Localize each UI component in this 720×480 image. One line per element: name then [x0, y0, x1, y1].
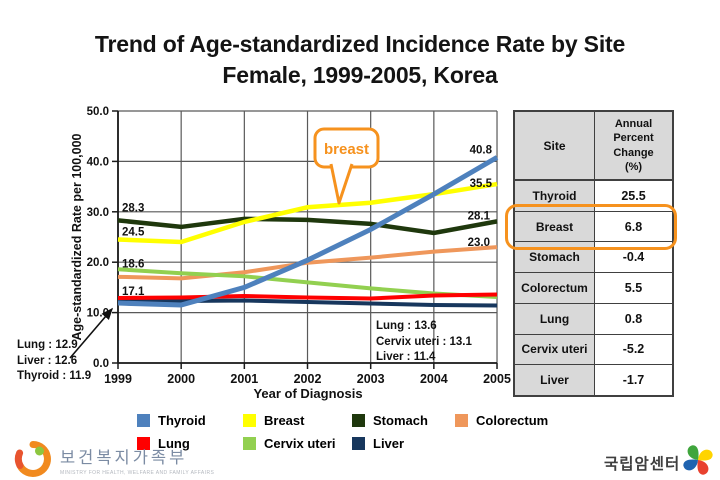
mohw-logo-icon	[14, 441, 51, 477]
data-label: 17.1	[122, 286, 145, 298]
table-header-row: Site Annual Percent Change (%)	[515, 112, 672, 181]
data-label: 23.0	[468, 237, 490, 249]
ncc-logo: 국립암센터	[604, 442, 716, 478]
legend-item-liver: Liver	[352, 436, 404, 451]
site-cell: Colorectum	[515, 273, 595, 303]
apc-value-cell: -5.2	[595, 334, 672, 365]
series-thyroid	[117, 155, 499, 308]
x-tick-label: 2004	[420, 372, 448, 386]
series-cervix-uteri	[117, 267, 498, 299]
legend-swatch	[137, 414, 150, 427]
data-label: 18.6	[122, 258, 144, 270]
apc-value-cell: 6.8	[595, 211, 672, 242]
x-tick-label: 1999	[104, 372, 132, 386]
y-tick-label: 50.0	[87, 106, 109, 118]
ncc-logo-text: 국립암센터	[604, 456, 681, 473]
table-row-liver: Liver -1.7	[515, 364, 672, 396]
table-header-apc: Annual Percent Change (%)	[595, 112, 672, 179]
y-tick-label: 40.0	[87, 156, 109, 168]
x-tick-label: 2005	[483, 372, 511, 386]
legend-swatch	[455, 414, 468, 427]
annotation-2005-values: Lung : 13.6 Cervix uteri : 13.1 Liver : …	[376, 320, 472, 363]
series-liver	[117, 297, 498, 308]
legend-swatch	[352, 437, 365, 450]
series-lung	[117, 292, 498, 301]
title-line-2: Female, 1999-2005, Korea	[222, 62, 498, 88]
ncc-logo-icon	[683, 445, 714, 475]
mohw-logo-caption: MINISTRY FOR HEALTH, WELFARE AND FAMILY …	[60, 470, 215, 476]
site-cell: Breast	[515, 211, 595, 242]
table-header-site: Site	[515, 112, 595, 179]
legend-item-stomach: Stomach	[352, 413, 428, 428]
legend-label: Lung	[158, 436, 190, 451]
legend-item-lung: Lung	[137, 436, 190, 451]
site-cell: Liver	[515, 365, 595, 396]
apc-table: Site Annual Percent Change (%) Thyroid 25…	[513, 110, 674, 397]
legend-item-thyroid: Thyroid	[137, 413, 206, 428]
apc-value-cell: -0.4	[595, 242, 672, 273]
data-label: 24.5	[122, 227, 145, 239]
annotation-1999-values: Lung : 12.9 Liver : 12.6 Thyroid : 11.9	[17, 339, 92, 382]
mohw-logo: 보건복지가족부 MINISTRY FOR HEALTH, WELFARE AND…	[14, 440, 214, 478]
table-row-breast: Breast 6.8	[515, 210, 672, 242]
legend-label: Breast	[264, 413, 305, 428]
legend-swatch	[243, 414, 256, 427]
data-label: 28.3	[122, 202, 144, 214]
data-label: 40.8	[470, 144, 493, 156]
legend-swatch	[137, 437, 150, 450]
legend-item-cervix-uteri: Cervix uteri	[243, 436, 336, 451]
x-tick-label: 2000	[167, 372, 195, 386]
annotation-arrow	[69, 307, 114, 359]
apc-value-cell: -1.7	[595, 365, 672, 396]
table-row-cervix-uteri: Cervix uteri -5.2	[515, 333, 672, 365]
site-cell: Cervix uteri	[515, 334, 595, 365]
breast-callout: breast	[313, 127, 380, 205]
data-label: 28.1	[468, 210, 491, 222]
page-title: Trend of Age-standardized Incidence Rate…	[0, 29, 720, 91]
legend-swatch	[243, 437, 256, 450]
apc-value-cell: 5.5	[595, 273, 672, 303]
title-line-1: Trend of Age-standardized Incidence Rate…	[94, 31, 626, 57]
x-axis-label: Year of Diagnosis	[253, 386, 363, 401]
x-tick-label: 2003	[357, 372, 385, 386]
table-row-lung: Lung 0.8	[515, 302, 672, 334]
mohw-logo-text: 보건복지가족부	[60, 449, 188, 467]
legend-label: Liver	[373, 436, 405, 451]
x-tick-label: 2001	[230, 372, 258, 386]
table-row-thyroid: Thyroid 25.5	[515, 181, 672, 211]
apc-table-body: Thyroid 25.5 Breast 6.8 Stomach -0.4 Colorectu…	[515, 181, 672, 396]
y-tick-label: 20.0	[87, 257, 109, 269]
site-cell: Lung	[515, 303, 595, 334]
site-cell: Stomach	[515, 242, 595, 273]
apc-value-cell: 0.8	[595, 303, 672, 334]
legend-label: Colorectum	[476, 413, 549, 428]
table-row-colorectum: Colorectum 5.5	[515, 272, 672, 303]
x-tick-label: 2002	[294, 372, 322, 386]
trend-chart: 0.0 10.0 20.0 30.0 40.0 50.0 1999 2000 2001 2002 2…	[69, 106, 511, 386]
apc-value-cell: 25.5	[595, 181, 672, 211]
series-stomach	[117, 216, 498, 236]
legend-item-breast: Breast	[243, 413, 304, 428]
table-row-stomach: Stomach -0.4	[515, 241, 672, 273]
y-tick-label: 0.0	[93, 358, 109, 370]
site-cell: Thyroid	[515, 181, 595, 211]
legend-label: Cervix uteri	[264, 436, 336, 451]
legend-swatch	[352, 414, 365, 427]
data-label: 35.5	[470, 178, 493, 190]
y-tick-label: 30.0	[87, 207, 109, 219]
y-tick-label: 10.0	[87, 308, 109, 320]
legend-item-colorectum: Colorectum	[455, 413, 548, 428]
legend-label: Thyroid	[158, 413, 206, 428]
breast-callout-label: breast	[324, 141, 369, 158]
legend-label: Stomach	[373, 413, 428, 428]
